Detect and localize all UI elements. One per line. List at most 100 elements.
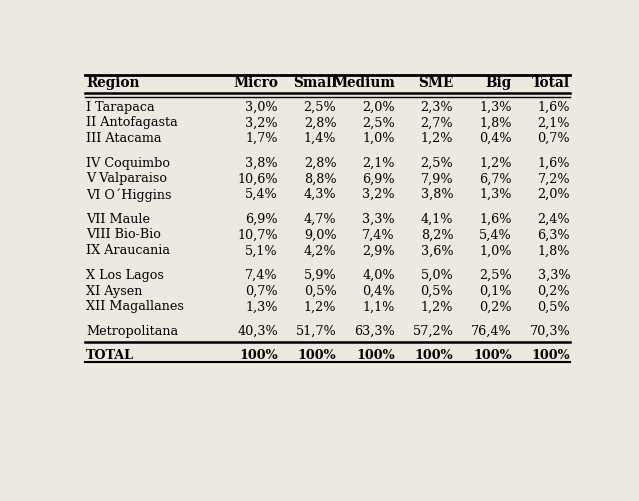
- Text: 4,2%: 4,2%: [304, 244, 336, 257]
- Text: 4,3%: 4,3%: [304, 188, 336, 201]
- Text: 6,9%: 6,9%: [245, 212, 278, 225]
- Text: 7,4%: 7,4%: [362, 228, 395, 241]
- Text: 63,3%: 63,3%: [354, 324, 395, 337]
- Text: 5,0%: 5,0%: [420, 268, 453, 281]
- Text: Big: Big: [486, 76, 512, 90]
- Text: VIII Bio-Bio: VIII Bio-Bio: [86, 228, 161, 241]
- Text: 100%: 100%: [240, 348, 278, 361]
- Text: 1,8%: 1,8%: [537, 244, 570, 257]
- Text: 1,2%: 1,2%: [420, 300, 453, 313]
- Text: 0,5%: 0,5%: [420, 284, 453, 297]
- Text: 100%: 100%: [298, 348, 336, 361]
- Text: 0,4%: 0,4%: [479, 132, 512, 145]
- Text: 10,6%: 10,6%: [237, 172, 278, 185]
- Text: 100%: 100%: [415, 348, 453, 361]
- Text: 76,4%: 76,4%: [471, 324, 512, 337]
- Text: X Los Lagos: X Los Lagos: [86, 268, 164, 281]
- Text: 7,9%: 7,9%: [420, 172, 453, 185]
- Text: 3,3%: 3,3%: [362, 212, 395, 225]
- Text: 2,0%: 2,0%: [362, 100, 395, 113]
- Text: 2,5%: 2,5%: [304, 100, 336, 113]
- Text: VII Maule: VII Maule: [86, 212, 150, 225]
- Text: 3,2%: 3,2%: [362, 188, 395, 201]
- Text: 1,2%: 1,2%: [479, 156, 512, 169]
- Text: 57,2%: 57,2%: [412, 324, 453, 337]
- Text: 0,5%: 0,5%: [304, 284, 336, 297]
- Text: 100%: 100%: [356, 348, 395, 361]
- Text: 6,7%: 6,7%: [479, 172, 512, 185]
- Text: 1,3%: 1,3%: [479, 188, 512, 201]
- Text: XII Magallanes: XII Magallanes: [86, 300, 184, 313]
- Text: 2,1%: 2,1%: [537, 116, 570, 129]
- Text: 3,8%: 3,8%: [245, 156, 278, 169]
- Text: 1,2%: 1,2%: [420, 132, 453, 145]
- Text: 1,2%: 1,2%: [304, 300, 336, 313]
- Text: 70,3%: 70,3%: [529, 324, 570, 337]
- Text: 8,8%: 8,8%: [304, 172, 336, 185]
- Text: V Valparaiso: V Valparaiso: [86, 172, 167, 185]
- Text: 2,1%: 2,1%: [362, 156, 395, 169]
- Text: 3,0%: 3,0%: [245, 100, 278, 113]
- Text: 3,6%: 3,6%: [420, 244, 453, 257]
- Text: 5,4%: 5,4%: [479, 228, 512, 241]
- Text: 2,5%: 2,5%: [479, 268, 512, 281]
- Text: 1,8%: 1,8%: [479, 116, 512, 129]
- Text: 3,3%: 3,3%: [537, 268, 570, 281]
- Text: 0,2%: 0,2%: [479, 300, 512, 313]
- Text: 9,0%: 9,0%: [304, 228, 336, 241]
- Text: 0,1%: 0,1%: [479, 284, 512, 297]
- Text: 6,9%: 6,9%: [362, 172, 395, 185]
- Text: IX Araucania: IX Araucania: [86, 244, 171, 257]
- Text: 2,5%: 2,5%: [362, 116, 395, 129]
- Text: 1,3%: 1,3%: [245, 300, 278, 313]
- Text: 1,6%: 1,6%: [479, 212, 512, 225]
- Text: 2,0%: 2,0%: [537, 188, 570, 201]
- Text: 0,4%: 0,4%: [362, 284, 395, 297]
- Text: 6,3%: 6,3%: [537, 228, 570, 241]
- Text: 1,3%: 1,3%: [479, 100, 512, 113]
- Text: 3,8%: 3,8%: [420, 188, 453, 201]
- Text: 0,2%: 0,2%: [537, 284, 570, 297]
- Text: 2,7%: 2,7%: [420, 116, 453, 129]
- Text: 0,7%: 0,7%: [245, 284, 278, 297]
- Text: 1,7%: 1,7%: [245, 132, 278, 145]
- Text: IV Coquimbo: IV Coquimbo: [86, 156, 171, 169]
- Text: II Antofagasta: II Antofagasta: [86, 116, 178, 129]
- Text: Region: Region: [86, 76, 140, 90]
- Text: 2,5%: 2,5%: [420, 156, 453, 169]
- Text: 10,7%: 10,7%: [237, 228, 278, 241]
- Text: 1,0%: 1,0%: [362, 132, 395, 145]
- Text: 5,1%: 5,1%: [245, 244, 278, 257]
- Text: 2,9%: 2,9%: [362, 244, 395, 257]
- Text: 1,4%: 1,4%: [304, 132, 336, 145]
- Text: I Tarapaca: I Tarapaca: [86, 100, 155, 113]
- Text: 8,2%: 8,2%: [420, 228, 453, 241]
- Text: Total: Total: [532, 76, 570, 90]
- Text: 1,1%: 1,1%: [362, 300, 395, 313]
- Text: 0,7%: 0,7%: [537, 132, 570, 145]
- Text: 1,6%: 1,6%: [537, 156, 570, 169]
- Text: 1,6%: 1,6%: [537, 100, 570, 113]
- Text: 2,8%: 2,8%: [304, 116, 336, 129]
- Text: 0,5%: 0,5%: [537, 300, 570, 313]
- Text: 2,8%: 2,8%: [304, 156, 336, 169]
- Text: 7,2%: 7,2%: [537, 172, 570, 185]
- Text: 4,0%: 4,0%: [362, 268, 395, 281]
- Text: 3,2%: 3,2%: [245, 116, 278, 129]
- Text: VI O´Higgins: VI O´Higgins: [86, 188, 172, 201]
- Text: 7,4%: 7,4%: [245, 268, 278, 281]
- Text: Medium: Medium: [332, 76, 395, 90]
- Text: III Atacama: III Atacama: [86, 132, 162, 145]
- Text: 2,3%: 2,3%: [420, 100, 453, 113]
- Text: Small: Small: [293, 76, 336, 90]
- Text: 40,3%: 40,3%: [237, 324, 278, 337]
- Text: XI Aysen: XI Aysen: [86, 284, 142, 297]
- Text: 100%: 100%: [532, 348, 570, 361]
- Text: Micro: Micro: [233, 76, 278, 90]
- Text: 1,0%: 1,0%: [479, 244, 512, 257]
- Text: 51,7%: 51,7%: [296, 324, 336, 337]
- Text: 100%: 100%: [473, 348, 512, 361]
- Text: Metropolitana: Metropolitana: [86, 324, 178, 337]
- Text: TOTAL: TOTAL: [86, 348, 134, 361]
- Text: 5,9%: 5,9%: [304, 268, 336, 281]
